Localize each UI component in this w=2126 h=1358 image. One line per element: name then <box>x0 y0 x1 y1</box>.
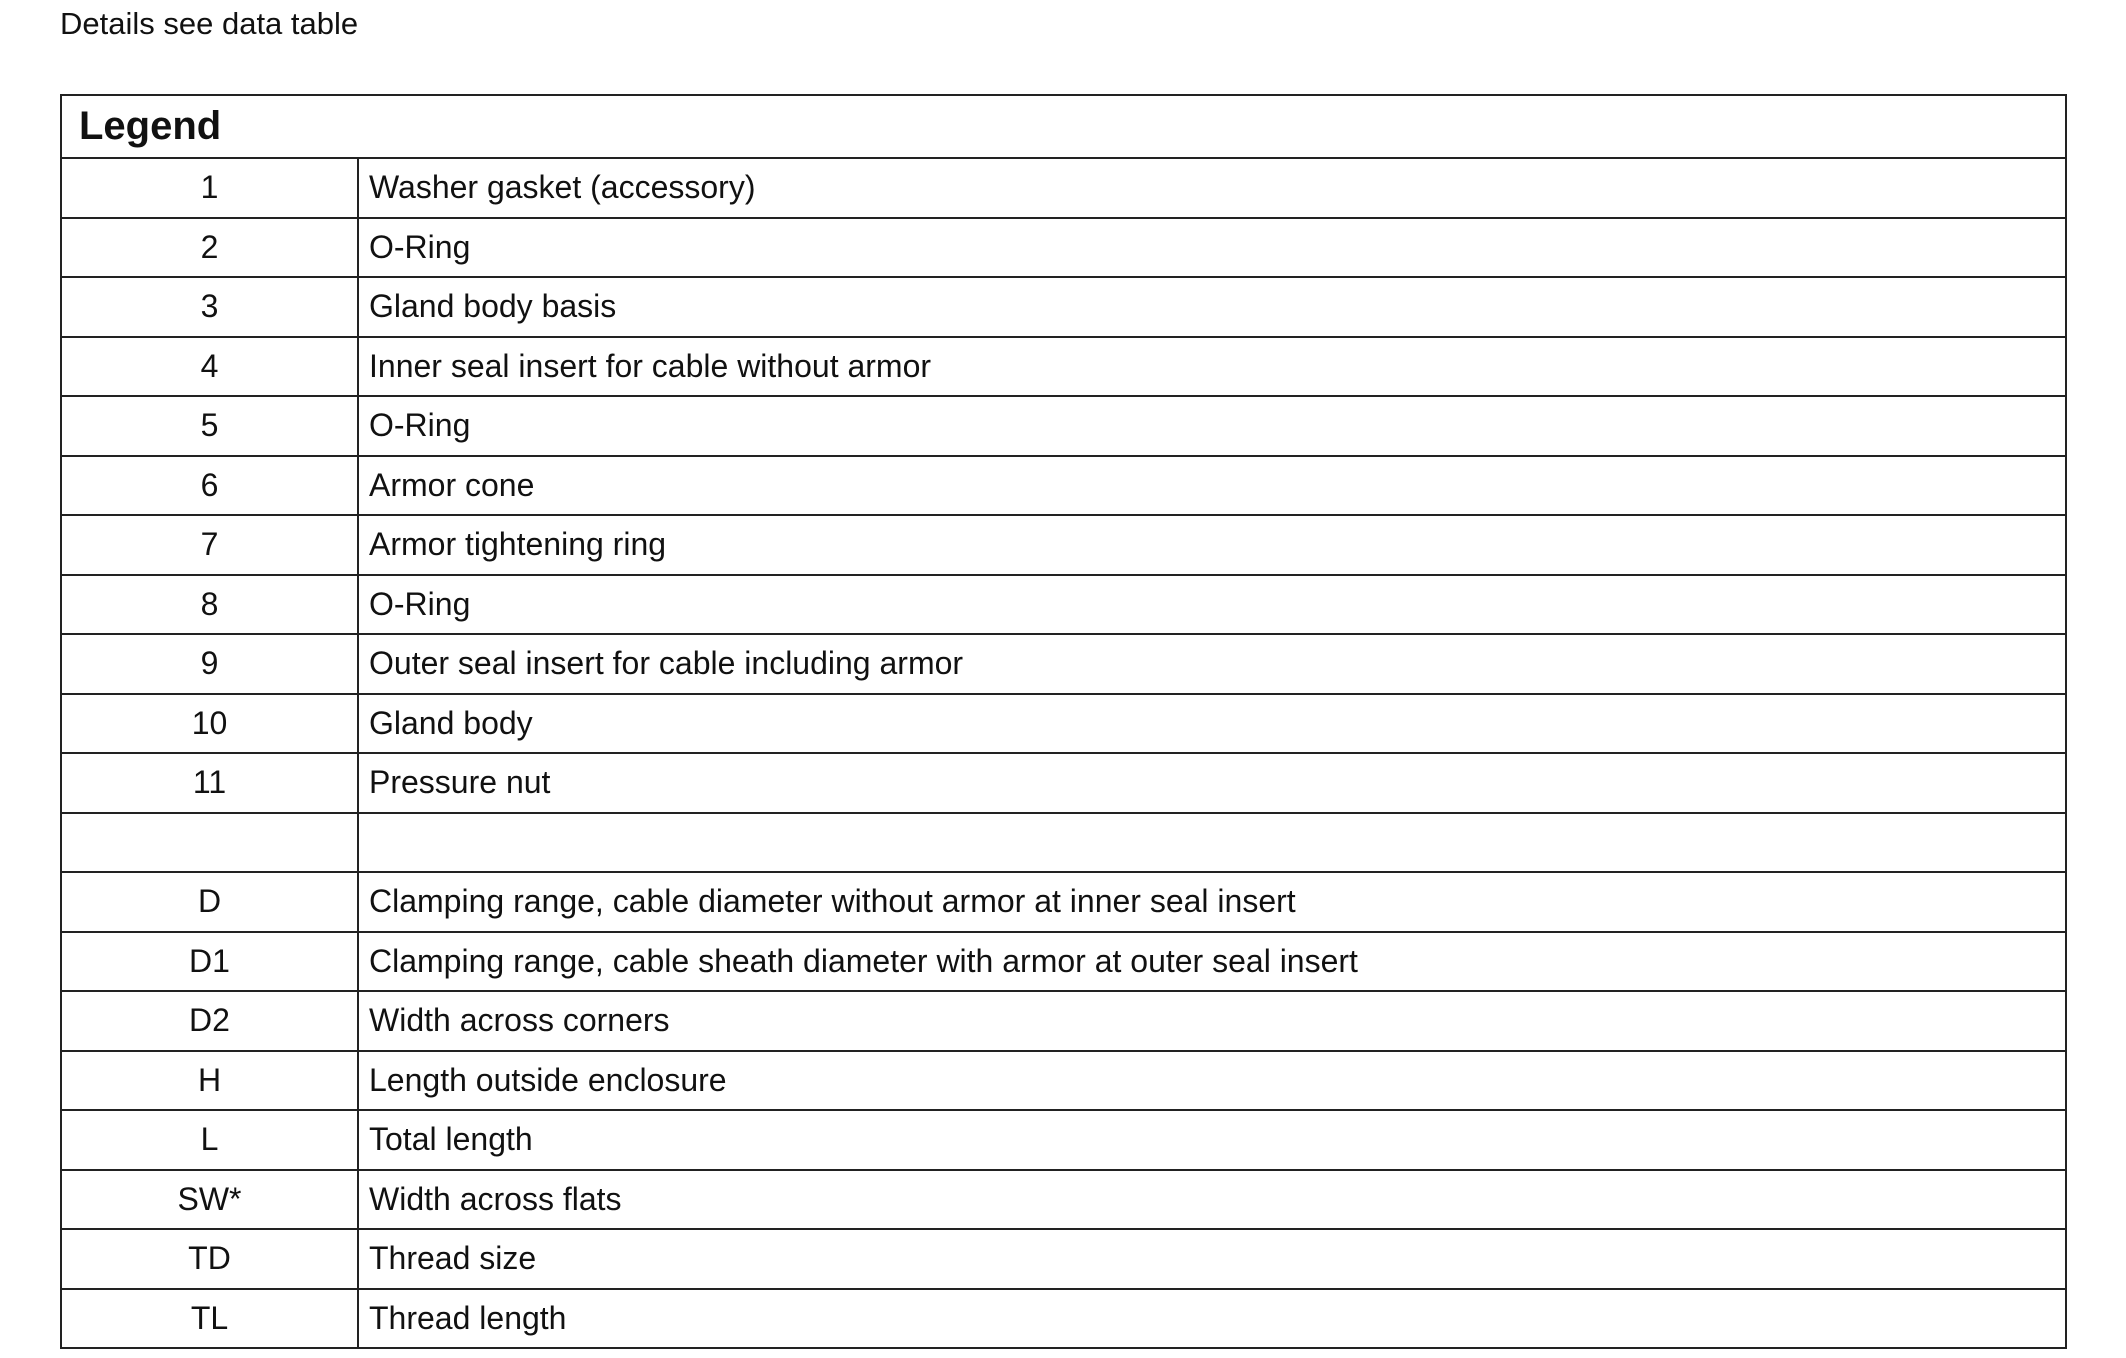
table-row: 7 Armor tightening ring <box>60 514 2067 576</box>
legend-description: Thread size <box>357 1228 2067 1290</box>
table-row: 6 Armor cone <box>60 454 2067 516</box>
legend-description: Armor tightening ring <box>357 514 2067 576</box>
table-row <box>60 811 2067 873</box>
table-row: D Clamping range, cable diameter without … <box>60 871 2067 933</box>
legend-key: 5 <box>60 395 359 457</box>
legend-description: O-Ring <box>357 216 2067 278</box>
legend-description: O-Ring <box>357 395 2067 457</box>
table-row: D2 Width across corners <box>60 990 2067 1052</box>
legend-key: 1 <box>60 157 359 219</box>
legend-key: 4 <box>60 335 359 397</box>
table-row: 9 Outer seal insert for cable including a… <box>60 633 2067 695</box>
legend-description: Washer gasket (accessory) <box>357 157 2067 219</box>
table-row: 3 Gland body basis <box>60 276 2067 338</box>
legend-key: D2 <box>60 990 359 1052</box>
legend-header-row: Legend <box>60 94 2067 159</box>
table-row: H Length outside enclosure <box>60 1049 2067 1111</box>
legend-description: Pressure nut <box>357 752 2067 814</box>
legend-description: Width across flats <box>357 1168 2067 1230</box>
legend-key: 11 <box>60 752 359 814</box>
table-row: 10 Gland body <box>60 692 2067 754</box>
legend-description: Clamping range, cable diameter without a… <box>357 871 2067 933</box>
table-row: TL Thread length <box>60 1287 2067 1349</box>
legend-table: Legend 1 Washer gasket (accessory) 2 O-Ring… <box>60 94 2067 1349</box>
legend-key: L <box>60 1109 359 1171</box>
legend-key: 9 <box>60 633 359 695</box>
legend-description: O-Ring <box>357 573 2067 635</box>
table-row: L Total length <box>60 1109 2067 1171</box>
table-row: TD Thread size <box>60 1228 2067 1290</box>
table-row: 4 Inner seal insert for cable without arm… <box>60 335 2067 397</box>
legend-description: Total length <box>357 1109 2067 1171</box>
table-row: SW* Width across flats <box>60 1168 2067 1230</box>
legend-key: SW* <box>60 1168 359 1230</box>
legend-key: 7 <box>60 514 359 576</box>
details-note: Details see data table <box>60 6 359 41</box>
legend-title: Legend <box>60 94 2067 159</box>
table-row: D1 Clamping range, cable sheath diameter … <box>60 930 2067 992</box>
legend-description: Gland body basis <box>357 276 2067 338</box>
legend-key <box>60 811 359 873</box>
legend-key: 8 <box>60 573 359 635</box>
legend-description: Armor cone <box>357 454 2067 516</box>
legend-description: Length outside enclosure <box>357 1049 2067 1111</box>
legend-description: Gland body <box>357 692 2067 754</box>
legend-key: TL <box>60 1287 359 1349</box>
legend-key: H <box>60 1049 359 1111</box>
legend-description: Width across corners <box>357 990 2067 1052</box>
legend-key: D <box>60 871 359 933</box>
table-row: 1 Washer gasket (accessory) <box>60 157 2067 219</box>
legend-key: D1 <box>60 930 359 992</box>
table-row: 2 O-Ring <box>60 216 2067 278</box>
legend-description: Outer seal insert for cable including ar… <box>357 633 2067 695</box>
legend-rows: 1 Washer gasket (accessory) 2 O-Ring 3 Gland … <box>60 157 2067 1349</box>
legend-key: 3 <box>60 276 359 338</box>
table-row: 11 Pressure nut <box>60 752 2067 814</box>
legend-key: 6 <box>60 454 359 516</box>
table-row: 5 O-Ring <box>60 395 2067 457</box>
legend-key: 10 <box>60 692 359 754</box>
table-row: 8 O-Ring <box>60 573 2067 635</box>
legend-description: Thread length <box>357 1287 2067 1349</box>
legend-description: Inner seal insert for cable without armo… <box>357 335 2067 397</box>
legend-key: TD <box>60 1228 359 1290</box>
legend-description <box>357 811 2067 873</box>
legend-key: 2 <box>60 216 359 278</box>
legend-description: Clamping range, cable sheath diameter wi… <box>357 930 2067 992</box>
